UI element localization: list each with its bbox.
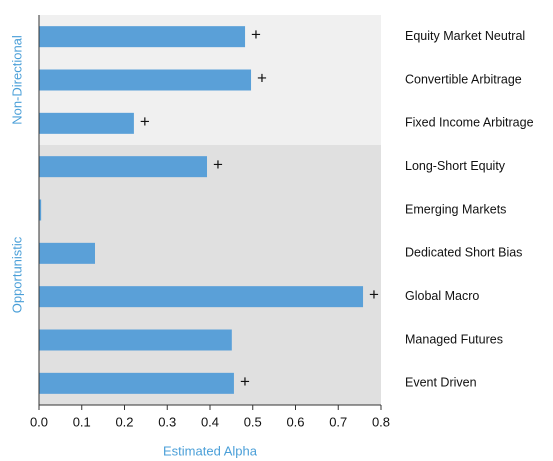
bar (39, 242, 96, 264)
category-label: Dedicated Short Bias (405, 246, 522, 260)
x-tick-label: 0.4 (201, 414, 219, 429)
category-label: Emerging Markets (405, 202, 506, 216)
bar (39, 329, 232, 351)
significance-marker: + (240, 372, 250, 391)
category-label: Managed Futures (405, 332, 503, 346)
x-tick-label: 0.3 (158, 414, 176, 429)
significance-marker: + (257, 68, 267, 87)
bar (39, 69, 252, 91)
category-label: Fixed Income Arbitrage (405, 116, 534, 130)
x-tick-label: 0.8 (372, 414, 390, 429)
x-tick-label: 0.1 (73, 414, 91, 429)
bar (39, 156, 208, 178)
bar (39, 199, 42, 221)
category-label: Long-Short Equity (405, 159, 506, 173)
significance-marker: + (213, 155, 223, 174)
x-tick-label: 0.0 (30, 414, 48, 429)
category-label: Equity Market Neutral (405, 29, 525, 43)
x-tick-label: 0.6 (286, 414, 304, 429)
x-tick-label: 0.7 (329, 414, 347, 429)
x-tick-label: 0.5 (244, 414, 262, 429)
category-label: Convertible Arbitrage (405, 72, 522, 86)
significance-marker: + (251, 25, 261, 44)
category-label: Event Driven (405, 376, 477, 390)
bar (39, 26, 246, 48)
category-label: Global Macro (405, 289, 479, 303)
x-tick-label: 0.2 (115, 414, 133, 429)
significance-marker: + (140, 112, 150, 131)
bar (39, 286, 364, 308)
bar (39, 112, 134, 134)
group-band (39, 145, 381, 405)
bar (39, 372, 234, 394)
significance-marker: + (369, 285, 379, 304)
x-axis-label: Estimated Alpha (163, 443, 258, 458)
group-label: Opportunistic (9, 236, 24, 313)
group-label: Non-Directional (9, 35, 24, 125)
